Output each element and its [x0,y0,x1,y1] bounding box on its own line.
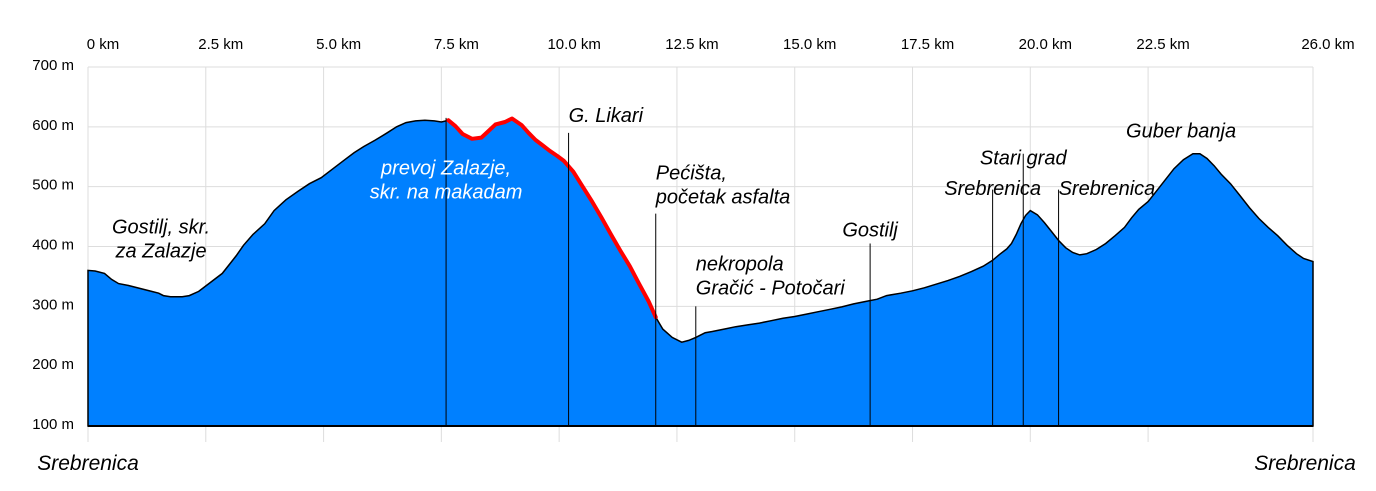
annotation-label: Srebrenica [944,178,1041,200]
annotation-label: prevoj Zalazje, skr. na makadam [370,158,523,204]
elevation-area [87,117,1314,427]
annotation-line: nekropola [696,253,784,275]
y-tick-label: 500 m [32,177,74,194]
annotation-line: Srebrenica [944,178,1041,200]
annotation-line: G. Likari [569,105,644,127]
annotation-line: Gračić - Potočari [696,277,845,299]
annotation-line: Gostilj [842,219,898,241]
annotation-line: Stari grad [980,148,1068,170]
y-tick-labels: 100 m 200 m 300 m 400 m 500 m 600 m 700 m [32,57,74,433]
annotation-line: za Zalazje [114,240,206,262]
x-tick-label: 5.0 km [316,36,361,53]
annotation-label: Srebrenica [1059,178,1156,200]
y-tick-label: 400 m [32,237,74,254]
x-tick-labels: 0 km 2.5 km 5.0 km 7.5 km 10.0 km 12.5 km 15.0… [87,36,1355,53]
y-tick-label: 600 m [32,117,74,134]
annotation-label: Gostilj [842,219,898,241]
annotation-label: Gostilj, skr. za Zalazje [112,216,210,262]
annotation-label: Pećišta, početak asfalta [655,162,791,208]
gravel-road-segment [446,116,658,320]
y-tick-label: 700 m [32,57,74,74]
x-tick-label: 0 km [87,36,120,53]
x-tick-label: 26.0 km [1301,36,1354,53]
start-place-label: Srebrenica [37,452,139,475]
end-place-label: Srebrenica [1254,452,1356,475]
annotation-markers [445,117,1060,426]
x-tick-label: 7.5 km [434,36,479,53]
annotation-line: početak asfalta [655,186,791,208]
annotation-line: Srebrenica [1059,178,1156,200]
x-tick-label: 15.0 km [783,36,836,53]
y-tick-label: 300 m [32,296,74,313]
x-tick-label: 22.5 km [1136,36,1189,53]
annotation-line: Gostilj, skr. [112,216,210,238]
x-tick-label: 17.5 km [901,36,954,53]
y-tick-label: 100 m [32,416,74,433]
annotation-label: G. Likari [569,105,644,127]
annotation-label: Stari grad [980,148,1068,170]
annotation-line: skr. na makadam [370,182,523,204]
annotation-line: Guber banja [1126,121,1236,143]
x-tick-label: 2.5 km [198,36,243,53]
annotation-label: Guber banja [1126,121,1236,143]
annotation-label: nekropola Gračić - Potočari [696,253,845,299]
x-tick-label: 10.0 km [547,36,600,53]
annotation-line: Pećišta, [656,162,727,184]
y-tick-label: 200 m [32,356,74,373]
x-tick-label: 20.0 km [1019,36,1072,53]
annotation-line: prevoj Zalazje, [380,158,511,180]
x-tick-label: 12.5 km [665,36,718,53]
annotation-labels: prevoj Zalazje, skr. na makadam G. Likari P… [112,105,1236,299]
endpoint-labels: Srebrenica Srebrenica [37,452,1356,475]
